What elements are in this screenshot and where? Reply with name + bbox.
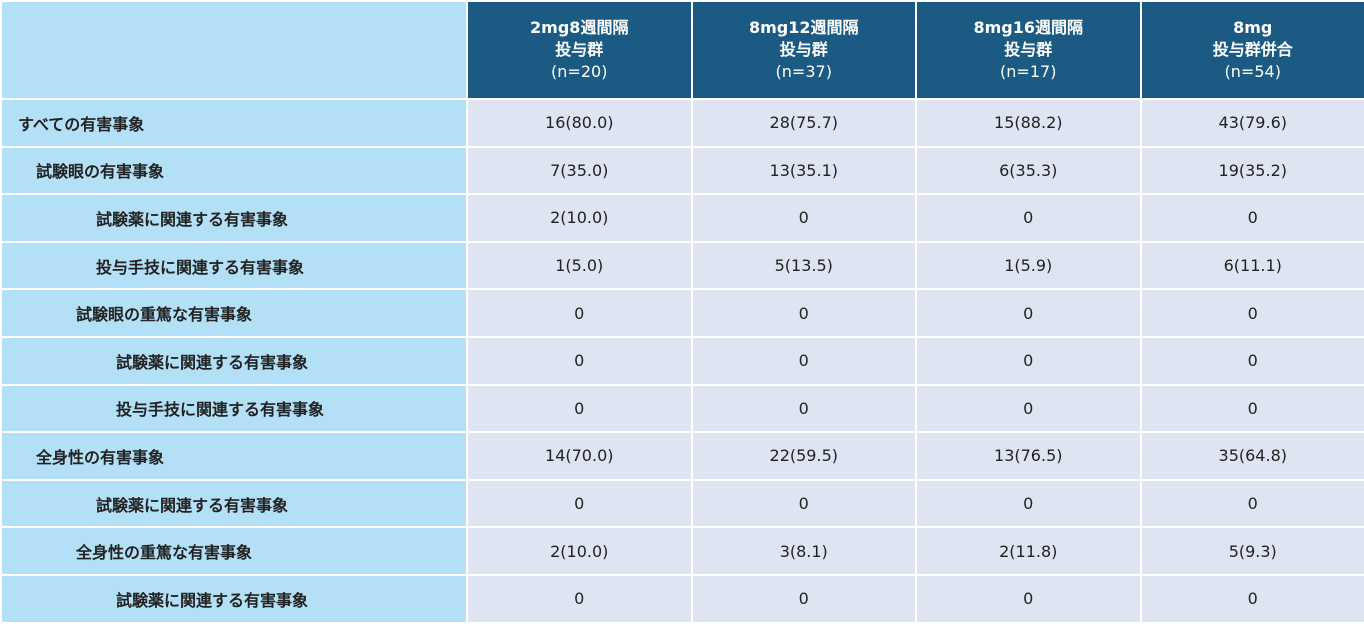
table-cell: 0 bbox=[692, 480, 917, 528]
table-cell: 43(79.6) bbox=[1141, 99, 1364, 147]
column-header-count: (n=54) bbox=[1142, 61, 1364, 83]
column-header-8mg-12week: 8mg12週間隔 投与群 (n=37) bbox=[692, 1, 917, 99]
table-cell: 28(75.7) bbox=[692, 99, 917, 147]
column-header-8mg-pooled: 8mg 投与群併合 (n=54) bbox=[1141, 1, 1364, 99]
table-row: 投与手技に関連する有害事象 1(5.0) 5(13.5) 1(5.9) 6(11… bbox=[1, 242, 1364, 290]
table-cell: 2(10.0) bbox=[467, 527, 692, 575]
column-header-count: (n=37) bbox=[693, 61, 916, 83]
row-label: 試験薬に関連する有害事象 bbox=[1, 337, 467, 385]
column-header-line2: 投与群 bbox=[468, 39, 691, 61]
table-cell: 6(11.1) bbox=[1141, 242, 1364, 290]
table-row: 投与手技に関連する有害事象 0 0 0 0 bbox=[1, 385, 1364, 433]
table-cell: 0 bbox=[1141, 337, 1364, 385]
table-row: 試験薬に関連する有害事象 0 0 0 0 bbox=[1, 480, 1364, 528]
table-cell: 16(80.0) bbox=[467, 99, 692, 147]
column-header-line2: 投与群 bbox=[693, 39, 916, 61]
table-row: 全身性の有害事象 14(70.0) 22(59.5) 13(76.5) 35(6… bbox=[1, 432, 1364, 480]
table-cell: 3(8.1) bbox=[692, 527, 917, 575]
table-cell: 0 bbox=[467, 289, 692, 337]
table-cell: 0 bbox=[1141, 194, 1364, 242]
column-header-count: (n=17) bbox=[917, 61, 1140, 83]
row-label: 試験眼の重篤な有害事象 bbox=[1, 289, 467, 337]
table-cell: 7(35.0) bbox=[467, 147, 692, 195]
table-cell: 13(76.5) bbox=[916, 432, 1141, 480]
table-cell: 0 bbox=[692, 575, 917, 623]
table-cell: 0 bbox=[916, 194, 1141, 242]
row-label: 試験薬に関連する有害事象 bbox=[1, 480, 467, 528]
table-cell: 5(9.3) bbox=[1141, 527, 1364, 575]
table-cell: 0 bbox=[692, 337, 917, 385]
row-label: 試験薬に関連する有害事象 bbox=[1, 194, 467, 242]
column-header-line2: 投与群併合 bbox=[1142, 39, 1364, 61]
table-cell: 0 bbox=[916, 480, 1141, 528]
table-cell: 19(35.2) bbox=[1141, 147, 1364, 195]
table-row: 試験薬に関連する有害事象 2(10.0) 0 0 0 bbox=[1, 194, 1364, 242]
row-label: 投与手技に関連する有害事象 bbox=[1, 242, 467, 290]
table-cell: 2(10.0) bbox=[467, 194, 692, 242]
table-row: 全身性の重篤な有害事象 2(10.0) 3(8.1) 2(11.8) 5(9.3… bbox=[1, 527, 1364, 575]
table-cell: 0 bbox=[1141, 575, 1364, 623]
header-row: 2mg8週間隔 投与群 (n=20) 8mg12週間隔 投与群 (n=37) 8… bbox=[1, 1, 1364, 99]
table-cell: 5(13.5) bbox=[692, 242, 917, 290]
table-cell: 14(70.0) bbox=[467, 432, 692, 480]
table-row: 試験薬に関連する有害事象 0 0 0 0 bbox=[1, 337, 1364, 385]
table-row: 試験眼の有害事象 7(35.0) 13(35.1) 6(35.3) 19(35.… bbox=[1, 147, 1364, 195]
table-cell: 0 bbox=[916, 289, 1141, 337]
column-header-line1: 2mg8週間隔 bbox=[468, 17, 691, 39]
table-cell: 0 bbox=[467, 480, 692, 528]
table-cell: 1(5.0) bbox=[467, 242, 692, 290]
table-row: すべての有害事象 16(80.0) 28(75.7) 15(88.2) 43(7… bbox=[1, 99, 1364, 147]
column-header-line2: 投与群 bbox=[917, 39, 1140, 61]
column-header-count: (n=20) bbox=[468, 61, 691, 83]
table-cell: 15(88.2) bbox=[916, 99, 1141, 147]
table-cell: 13(35.1) bbox=[692, 147, 917, 195]
row-label: 試験薬に関連する有害事象 bbox=[1, 575, 467, 623]
column-header-line1: 8mg bbox=[1142, 17, 1364, 39]
table-row: 試験薬に関連する有害事象 0 0 0 0 bbox=[1, 575, 1364, 623]
column-header-line1: 8mg12週間隔 bbox=[693, 17, 916, 39]
row-label: 全身性の有害事象 bbox=[1, 432, 467, 480]
table-cell: 0 bbox=[467, 337, 692, 385]
row-label: 試験眼の有害事象 bbox=[1, 147, 467, 195]
row-label: 全身性の重篤な有害事象 bbox=[1, 527, 467, 575]
row-label: 投与手技に関連する有害事象 bbox=[1, 385, 467, 433]
table-cell: 1(5.9) bbox=[916, 242, 1141, 290]
table-cell: 0 bbox=[692, 289, 917, 337]
column-header-8mg-16week: 8mg16週間隔 投与群 (n=17) bbox=[916, 1, 1141, 99]
table-cell: 0 bbox=[1141, 480, 1364, 528]
table-cell: 0 bbox=[467, 575, 692, 623]
table-row: 試験眼の重篤な有害事象 0 0 0 0 bbox=[1, 289, 1364, 337]
header-corner-cell bbox=[1, 1, 467, 99]
table-cell: 6(35.3) bbox=[916, 147, 1141, 195]
table-cell: 0 bbox=[916, 337, 1141, 385]
table-cell: 2(11.8) bbox=[916, 527, 1141, 575]
table-cell: 0 bbox=[916, 575, 1141, 623]
row-label: すべての有害事象 bbox=[1, 99, 467, 147]
table-cell: 35(64.8) bbox=[1141, 432, 1364, 480]
table-cell: 22(59.5) bbox=[692, 432, 917, 480]
table-cell: 0 bbox=[692, 194, 917, 242]
table-cell: 0 bbox=[1141, 289, 1364, 337]
table-cell: 0 bbox=[467, 385, 692, 433]
table-cell: 0 bbox=[1141, 385, 1364, 433]
column-header-line1: 8mg16週間隔 bbox=[917, 17, 1140, 39]
column-header-2mg-8week: 2mg8週間隔 投与群 (n=20) bbox=[467, 1, 692, 99]
table-cell: 0 bbox=[916, 385, 1141, 433]
table-cell: 0 bbox=[692, 385, 917, 433]
